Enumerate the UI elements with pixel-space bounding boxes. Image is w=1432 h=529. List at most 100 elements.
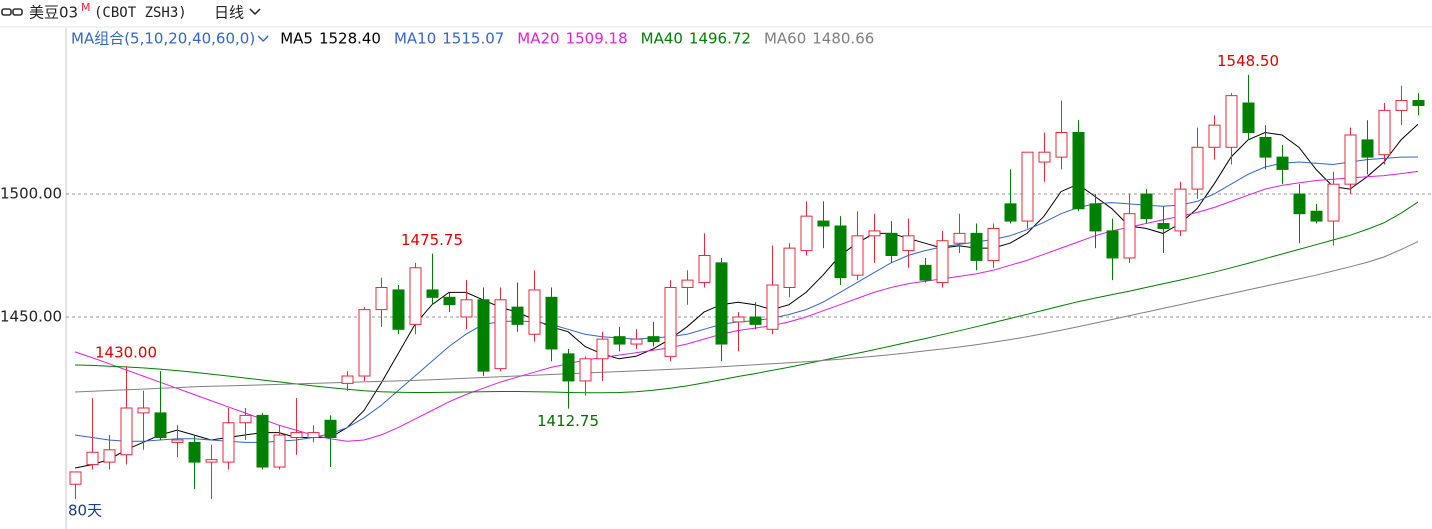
candle-body — [715, 262, 728, 345]
candle-body — [528, 289, 541, 335]
candle-body — [511, 306, 524, 325]
candle-body — [698, 255, 711, 284]
candle-body — [1225, 95, 1238, 148]
candle-body — [358, 309, 371, 377]
candle-body — [375, 286, 388, 311]
candle-body — [630, 338, 643, 345]
candle-body — [103, 449, 116, 463]
candle-body — [579, 358, 592, 382]
candle-body — [817, 220, 830, 227]
candle-body — [1276, 156, 1289, 170]
legend-name: MA60 — [764, 30, 806, 48]
candles — [69, 74, 1425, 499]
link-icon — [1, 8, 23, 16]
legend-name: MA5 — [280, 30, 313, 48]
candle-body — [341, 375, 354, 384]
ma-combo-chevron — [257, 35, 269, 42]
candle-body — [1106, 230, 1119, 259]
candle-body — [647, 336, 660, 343]
candle-body — [1361, 139, 1374, 158]
candle-body — [188, 441, 201, 463]
candle-body — [868, 230, 881, 237]
candle-body — [1378, 109, 1391, 156]
candle-body — [1174, 188, 1187, 232]
legend: MA组合(5,10,20,40,60,0) MA5 1528.40 MA10 1515.… — [71, 30, 874, 48]
extreme-label: 1430.00 — [95, 344, 157, 362]
candle-body — [732, 316, 745, 323]
legend-name: MA10 — [394, 30, 436, 48]
candle-body — [783, 247, 796, 288]
candle-body — [222, 422, 235, 463]
legend-name: MA20 — [517, 30, 559, 48]
candle-body — [1140, 193, 1153, 220]
candle-body — [902, 235, 915, 252]
candle-body — [171, 439, 184, 443]
ma-line — [74, 156, 1419, 443]
candle-body — [1259, 136, 1272, 158]
candle-body — [664, 286, 677, 357]
candle-body — [970, 232, 983, 261]
candle-body — [1072, 132, 1085, 210]
extreme-label: 1548.50 — [1217, 52, 1279, 70]
ma-line — [74, 170, 1419, 442]
legend-value: 1496.72 — [689, 30, 751, 48]
legend-value: 1480.66 — [812, 30, 874, 48]
candle-body — [953, 232, 966, 244]
period-chevron[interactable] — [249, 8, 261, 16]
candle-body — [86, 451, 99, 466]
extreme-label: 1475.75 — [401, 231, 463, 249]
candle-body — [562, 353, 575, 382]
candle-body — [494, 299, 507, 370]
candle-body — [766, 284, 779, 330]
candle-body — [1208, 124, 1221, 148]
candle-body — [885, 232, 898, 257]
candle-body — [749, 316, 762, 325]
candle-body — [443, 296, 456, 306]
candle-body — [613, 336, 626, 345]
candle-body — [1089, 203, 1102, 232]
candle-body — [154, 412, 167, 439]
candle-body — [69, 471, 82, 485]
candle-body — [1191, 146, 1204, 190]
legend-name: MA40 — [641, 30, 683, 48]
candle-body — [307, 432, 320, 439]
candle-body — [919, 264, 932, 281]
candle-body — [239, 414, 252, 424]
candle-body — [1055, 132, 1068, 158]
candle-body — [426, 289, 439, 298]
candle-body — [800, 215, 813, 252]
legend-value: 1528.40 — [319, 30, 381, 48]
candle-body — [324, 419, 337, 439]
instrument-name: 美豆03 — [29, 4, 78, 22]
ma-combo-selector[interactable]: MA组合(5,10,20,40,60,0) — [71, 30, 255, 48]
y-tick-label: 1500.00 — [0, 185, 62, 203]
days-label: 80天 — [68, 502, 102, 520]
candle-body — [1310, 210, 1323, 222]
candle-body — [596, 338, 609, 360]
main-contract-flag: M — [81, 1, 91, 14]
legend-value: 1515.07 — [442, 30, 504, 48]
candle-body — [1021, 151, 1034, 222]
candle-body — [1157, 223, 1170, 229]
candle-body — [681, 279, 694, 288]
candle-body — [1344, 134, 1357, 185]
candle-body — [290, 432, 303, 439]
ma-line — [74, 241, 1419, 393]
candle-body — [1395, 100, 1408, 111]
grid: 1450.00 1500.00 — [0, 185, 1432, 325]
candle-body — [851, 235, 864, 276]
candle-body — [1412, 100, 1425, 106]
candle-body — [1327, 183, 1340, 222]
extreme-label: 1412.75 — [537, 412, 599, 430]
candle-body — [120, 407, 133, 456]
candle-body — [409, 267, 422, 325]
candle-body — [392, 289, 405, 330]
period-selector[interactable]: 日线 — [214, 4, 244, 22]
candle-body — [1293, 193, 1306, 215]
candle-body — [273, 434, 286, 468]
candle-body — [936, 240, 949, 284]
legend-value: 1509.18 — [566, 30, 628, 48]
instrument-code: (CBOT ZSH3) — [94, 5, 187, 21]
candle-body — [205, 459, 218, 463]
